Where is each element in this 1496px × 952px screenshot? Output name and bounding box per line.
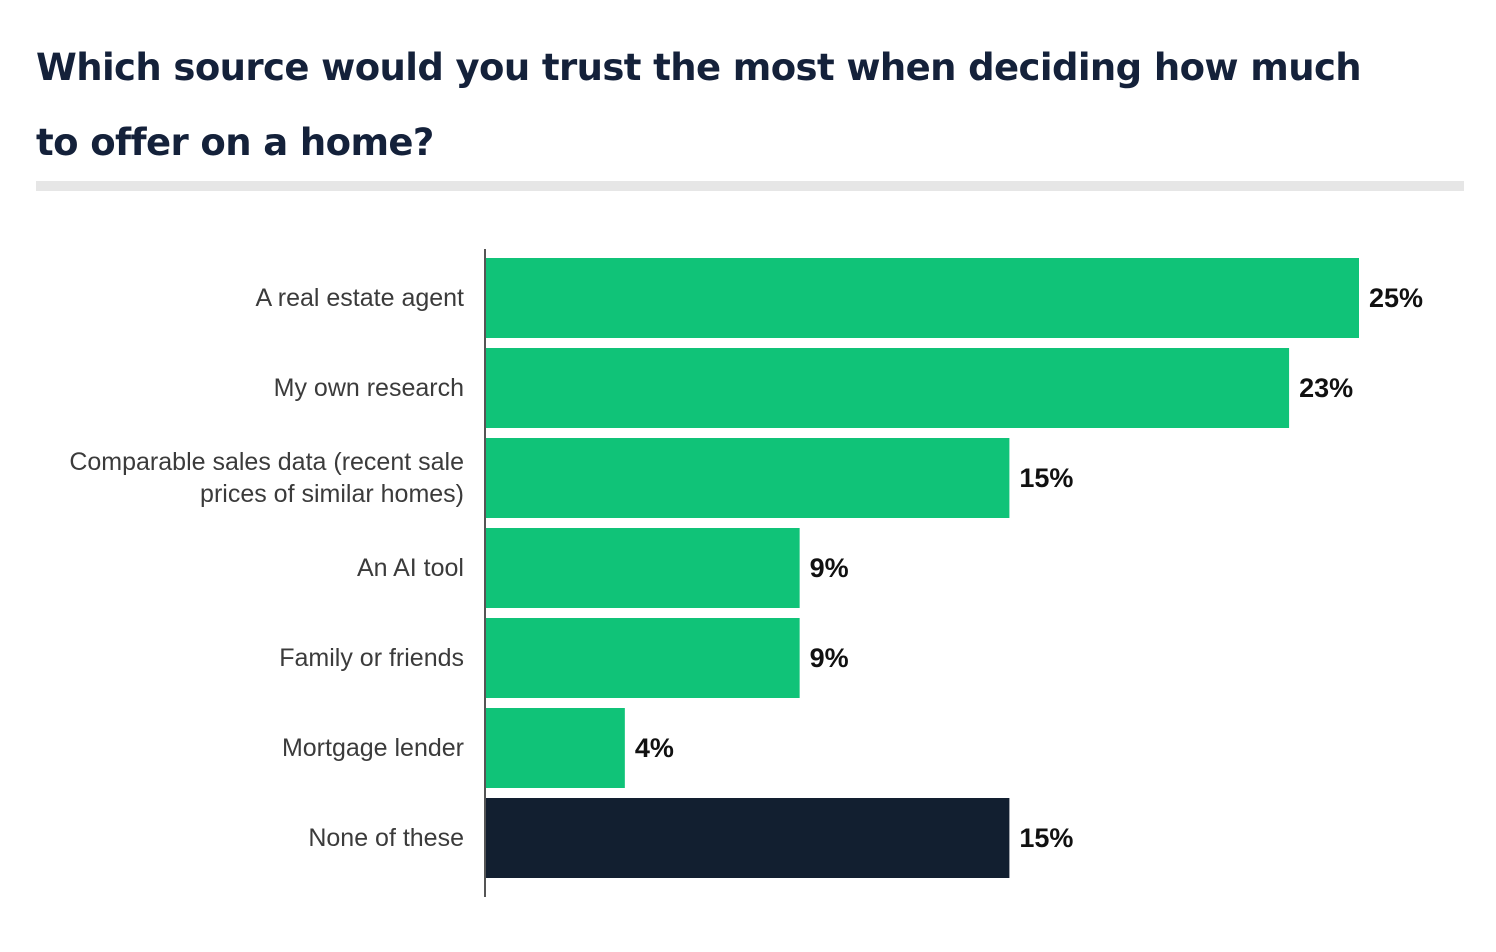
category-label-mortgage-lender: Mortgage lender (282, 734, 464, 762)
category-label-comparable-sales-data-recent-sale-prices-of-similar-homes-line-2: prices of similar homes) (200, 480, 464, 508)
category-label-a-real-estate-agent: A real estate agent (256, 284, 465, 312)
bar-my-own-research (485, 348, 1290, 428)
bar-none-of-these (485, 798, 1010, 878)
category-label-my-own-research: My own research (274, 374, 464, 402)
category-label-family-or-friends: Family or friends (279, 644, 464, 672)
bar-an-ai-tool (485, 528, 800, 608)
bar-family-or-friends (485, 618, 800, 698)
value-label-my-own-research: 23% (1299, 373, 1353, 403)
bar-mortgage-lender (485, 708, 625, 788)
value-label-family-or-friends: 9% (810, 643, 849, 673)
category-label-an-ai-tool: An AI tool (357, 554, 464, 582)
category-label-none-of-these: None of these (308, 824, 464, 852)
title-divider (36, 181, 1464, 191)
value-label-a-real-estate-agent: 25% (1369, 283, 1423, 313)
bar-a-real-estate-agent (485, 258, 1359, 338)
value-label-an-ai-tool: 9% (810, 553, 849, 583)
bar-comparable-sales-data-recent-sale-prices-of-similar-homes (485, 438, 1010, 518)
chart-title: Which source would you trust the most wh… (36, 46, 1362, 164)
value-label-none-of-these: 15% (1019, 823, 1073, 853)
value-label-comparable-sales-data-recent-sale-prices-of-similar-homes: 15% (1019, 463, 1073, 493)
category-label-comparable-sales-data-recent-sale-prices-of-similar-homes-line-1: Comparable sales data (recent sale (69, 448, 464, 476)
value-label-mortgage-lender: 4% (635, 733, 674, 763)
